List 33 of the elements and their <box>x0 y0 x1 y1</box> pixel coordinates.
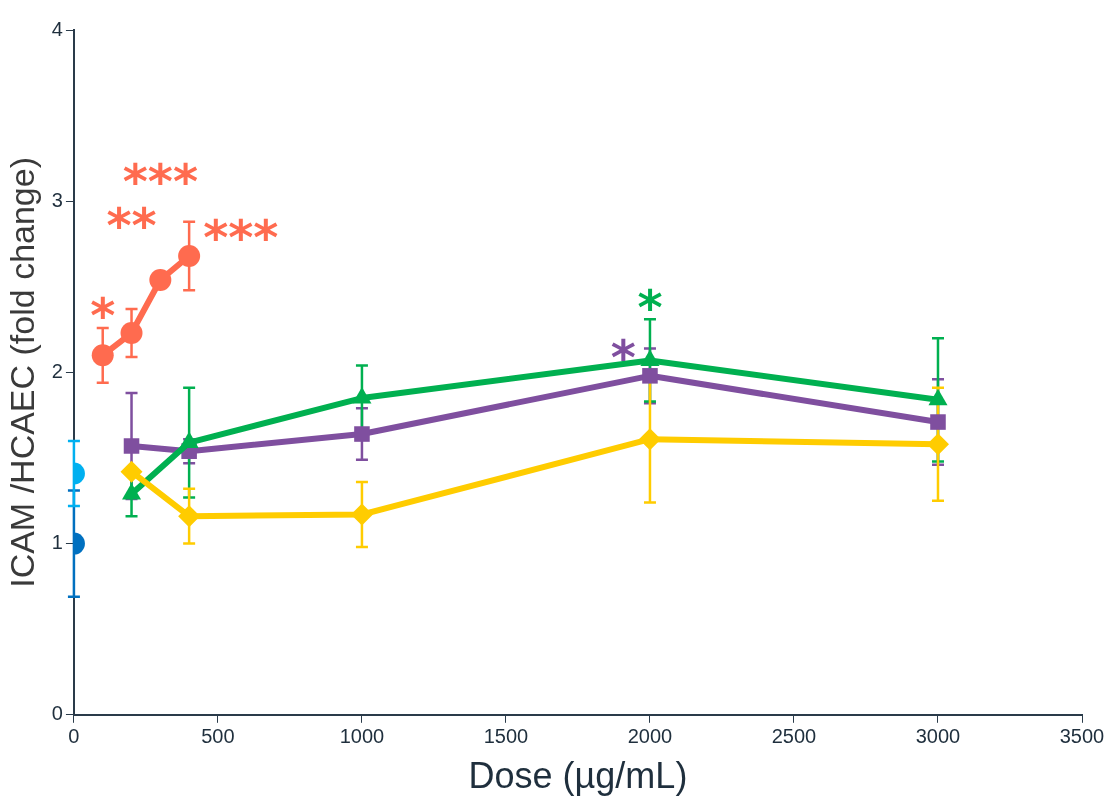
annotation: ** <box>106 196 157 253</box>
annotation: *** <box>203 209 279 266</box>
point <box>123 438 140 454</box>
annotation: * <box>610 329 636 386</box>
annotation: * <box>90 287 116 344</box>
point <box>930 414 946 430</box>
y-tick-label: 1 <box>51 531 63 554</box>
point <box>354 426 370 442</box>
point <box>638 428 661 451</box>
annotation: * <box>637 278 663 335</box>
point <box>149 268 172 291</box>
point <box>350 503 373 526</box>
point <box>91 344 114 367</box>
point <box>178 244 201 267</box>
y-tick-label: 0 <box>51 702 63 725</box>
point <box>120 460 143 483</box>
x-tick-label: 0 <box>68 725 80 748</box>
x-axis-title: Dose (µg/mL) <box>468 755 688 797</box>
y-tick-label: 3 <box>51 188 63 211</box>
x-tick-label: 3500 <box>1059 725 1105 748</box>
point <box>642 368 658 384</box>
x-tick-label: 2000 <box>627 725 673 748</box>
y-axis-title: ICAM /HCAEC (fold change) <box>2 156 41 588</box>
x-tick-label: 500 <box>201 725 235 748</box>
point <box>926 433 949 456</box>
y-tick-label: 4 <box>51 17 63 40</box>
point <box>120 322 143 345</box>
x-tick-label: 3000 <box>915 725 961 748</box>
y-tick-label: 2 <box>51 359 63 382</box>
x-tick-label: 2500 <box>771 725 817 748</box>
x-tick-label: 1000 <box>339 725 385 748</box>
x-tick-label: 1500 <box>483 725 529 748</box>
point <box>178 505 201 528</box>
